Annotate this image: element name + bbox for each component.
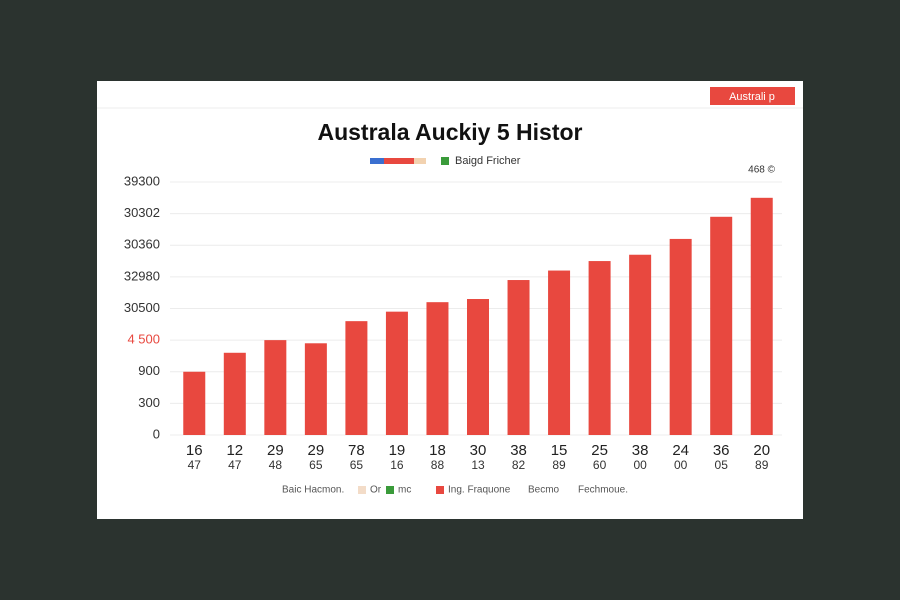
x-tick-sublabel: 47 (188, 458, 202, 472)
x-tick-sublabel: 89 (755, 458, 769, 472)
y-tick-label: 30360 (124, 237, 160, 252)
legend-label: Baic Hacmon. (282, 485, 344, 496)
bar (183, 371, 206, 435)
bar (750, 197, 773, 435)
legend-swatch (441, 157, 449, 165)
y-tick-label: 30500 (124, 300, 160, 315)
x-tick-label: 29 (308, 442, 325, 459)
legend-swatch (386, 486, 394, 494)
x-tick-label: 78 (348, 442, 365, 459)
legend-label: mc (398, 485, 411, 496)
legend-label: Or (370, 485, 382, 496)
y-tick-label: 30302 (124, 205, 160, 220)
x-tick-sublabel: 05 (715, 458, 729, 472)
legend-label: Becmo (528, 485, 560, 496)
x-tick-label: 12 (226, 442, 243, 459)
x-tick-label: 16 (186, 442, 203, 459)
legend-swatch (384, 158, 414, 164)
x-tick-sublabel: 65 (309, 458, 323, 472)
x-tick-sublabel: 89 (552, 458, 566, 472)
bar (548, 270, 571, 435)
bar (588, 261, 611, 435)
x-tick-label: 38 (632, 442, 649, 459)
y-tick-label: 900 (138, 363, 160, 378)
bar (426, 302, 449, 435)
y-tick-label: 300 (138, 395, 160, 410)
x-tick-sublabel: 16 (390, 458, 404, 472)
x-tick-label: 20 (753, 442, 770, 459)
y-tick-label: 0 (153, 426, 160, 441)
x-tick-sublabel: 65 (350, 458, 364, 472)
x-tick-label: 25 (591, 442, 608, 459)
x-tick-label: 38 (510, 442, 527, 459)
x-tick-label: 36 (713, 442, 730, 459)
x-tick-label: 15 (551, 442, 568, 459)
card (97, 81, 803, 519)
badge (710, 87, 795, 105)
legend-label: Fechmoue. (578, 485, 628, 496)
corner-note: 468 © (748, 165, 775, 176)
bar (385, 311, 408, 435)
legend-swatch (370, 158, 384, 164)
x-tick-sublabel: 47 (228, 458, 242, 472)
x-tick-label: 29 (267, 442, 284, 459)
bar (264, 340, 287, 435)
bar (223, 352, 246, 435)
legend-label: Ing. Fraquone (448, 485, 511, 496)
bar (710, 216, 733, 435)
bar (669, 238, 692, 435)
y-tick-label: 4 500 (127, 332, 160, 347)
x-tick-label: 18 (429, 442, 446, 459)
badge-text: Australi p (729, 91, 775, 103)
bar (345, 321, 368, 435)
bar (304, 343, 327, 435)
x-tick-sublabel: 88 (431, 458, 445, 472)
y-tick-label: 32980 (124, 268, 160, 283)
bar (629, 254, 652, 435)
legend-swatch (436, 486, 444, 494)
x-tick-sublabel: 60 (593, 458, 607, 472)
x-tick-sublabel: 00 (674, 458, 688, 472)
legend-label: Baigd Fricher (455, 155, 521, 167)
legend-swatch (414, 158, 426, 164)
x-tick-sublabel: 48 (269, 458, 283, 472)
x-tick-sublabel: 13 (471, 458, 485, 472)
y-tick-label: 39300 (124, 173, 160, 188)
x-tick-label: 24 (672, 442, 689, 459)
x-tick-sublabel: 00 (633, 458, 647, 472)
x-tick-sublabel: 82 (512, 458, 526, 472)
legend-swatch (358, 486, 366, 494)
chart-title: Australa Auckiy 5 Histor (317, 119, 582, 145)
bar (507, 280, 530, 435)
bar (467, 299, 489, 435)
x-tick-label: 19 (389, 442, 406, 459)
x-tick-label: 30 (470, 442, 487, 459)
